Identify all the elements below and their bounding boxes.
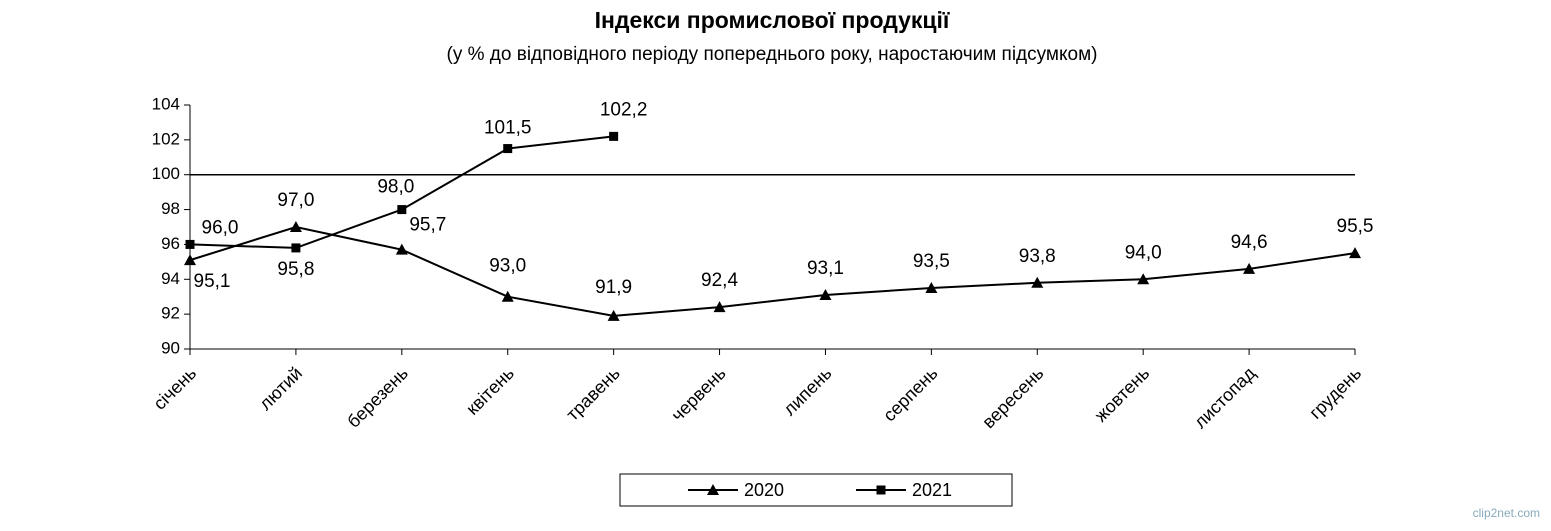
- legend-box: [619, 473, 1013, 507]
- legend-label: 2021: [912, 480, 952, 500]
- y-tick-label: 102: [152, 129, 180, 148]
- x-tick-label: жовтень: [1091, 363, 1154, 426]
- marker: [503, 144, 513, 154]
- marker: [607, 309, 620, 321]
- marker: [876, 485, 886, 495]
- data-label: 95,8: [277, 259, 314, 280]
- marker: [501, 290, 514, 302]
- x-tick-label: квітень: [462, 363, 518, 419]
- data-label: 95,5: [1337, 216, 1374, 237]
- y-tick-label: 94: [161, 269, 180, 288]
- data-label: 94,6: [1231, 232, 1268, 253]
- x-tick-label: травень: [562, 363, 623, 424]
- data-label: 95,1: [194, 271, 231, 292]
- y-tick-label: 96: [161, 234, 180, 253]
- x-tick-label: липень: [779, 363, 835, 419]
- x-tick-label: листопад: [1190, 363, 1260, 433]
- data-label: 101,5: [484, 118, 532, 139]
- data-label: 96,0: [202, 217, 239, 238]
- chart-title: Індекси промислової продукції: [595, 7, 950, 33]
- marker: [289, 221, 302, 232]
- x-tick-label: червень: [667, 363, 729, 425]
- legend-label: 2020: [744, 480, 784, 500]
- data-label: 93,0: [489, 256, 526, 277]
- marker: [1031, 276, 1044, 288]
- line: [189, 225, 1356, 317]
- watermark: clip2net.com: [1473, 506, 1540, 520]
- marker: [184, 254, 196, 266]
- marker: [1349, 247, 1361, 259]
- x-tick-label: вересень: [978, 363, 1047, 432]
- marker: [819, 288, 832, 300]
- data-label: 91,9: [595, 277, 632, 298]
- marker: [185, 239, 195, 249]
- marker: [609, 131, 619, 141]
- data-label: 93,1: [807, 258, 844, 279]
- data-label: 93,5: [913, 251, 950, 272]
- marker: [925, 282, 938, 293]
- chart-subtitle: (у % до відповідного періоду попередньог…: [447, 44, 1098, 65]
- y-tick-label: 90: [161, 338, 180, 357]
- data-label: 102,2: [600, 99, 648, 120]
- y-tick-label: 104: [152, 94, 180, 113]
- x-tick-label: серпень: [879, 363, 941, 425]
- marker: [395, 243, 408, 255]
- x-tick-label: січень: [149, 363, 200, 414]
- y-tick-label: 92: [161, 304, 180, 323]
- marker: [397, 205, 407, 215]
- data-label: 92,4: [701, 270, 738, 291]
- y-tick-label: 98: [161, 199, 180, 218]
- data-label: 98,0: [377, 177, 414, 198]
- data-label: 97,0: [277, 190, 314, 211]
- x-tick-label: березень: [343, 363, 412, 432]
- data-label: 93,8: [1019, 246, 1056, 267]
- marker: [707, 484, 719, 495]
- marker: [1137, 273, 1150, 285]
- marker: [713, 301, 726, 313]
- marker: [291, 243, 301, 253]
- x-tick-label: грудень: [1305, 363, 1365, 423]
- y-tick-label: 100: [152, 164, 180, 183]
- x-tick-label: лютий: [255, 363, 306, 414]
- data-label: 94,0: [1125, 242, 1162, 263]
- marker: [1243, 262, 1256, 274]
- data-label: 95,7: [409, 215, 446, 236]
